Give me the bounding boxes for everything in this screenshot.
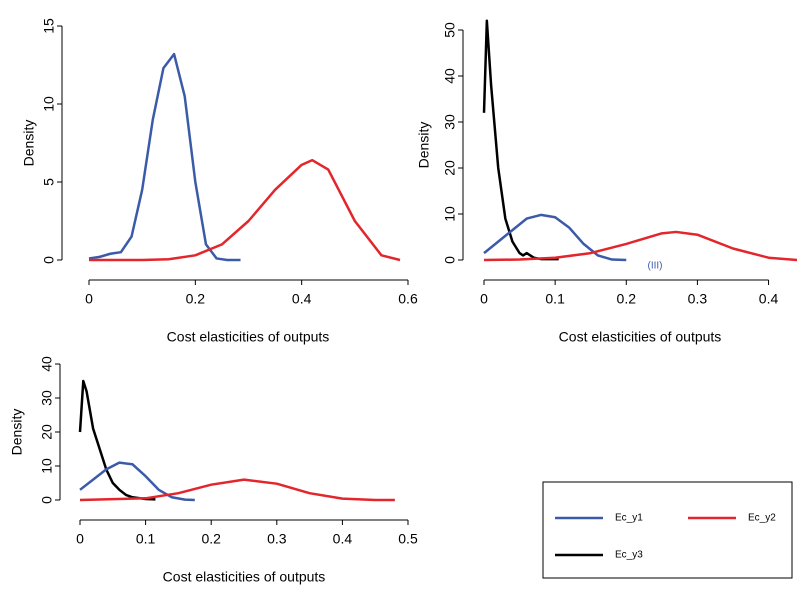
y-axis-label: Density <box>21 120 37 167</box>
x-tick-label: 0 <box>76 531 84 547</box>
x-tick-label: 0.5 <box>398 531 418 547</box>
y-tick-label: 5 <box>41 178 57 186</box>
y-tick-label: 20 <box>39 424 55 440</box>
x-tick-label: 0.3 <box>267 531 287 547</box>
annotation: (III) <box>648 261 663 272</box>
x-tick-label: 0.4 <box>759 291 779 307</box>
y-tick-label: 10 <box>41 96 57 112</box>
x-tick-label: 0.4 <box>292 291 312 307</box>
density-line <box>88 52 241 262</box>
density-line <box>79 478 395 502</box>
y-tick-label: 40 <box>442 68 458 84</box>
y-tick-label: 50 <box>442 22 458 38</box>
x-axis-label: Cost elasticities of outputs <box>167 329 330 345</box>
y-tick-label: 0 <box>41 256 57 264</box>
legend-label: Ec_y3 <box>615 550 643 561</box>
x-tick-label: 0.1 <box>545 291 565 307</box>
density-line <box>483 230 798 262</box>
y-tick-label: 0 <box>442 256 458 264</box>
y-tick-label: 30 <box>39 390 55 406</box>
y-tick-label: 40 <box>39 356 55 372</box>
density-line <box>79 461 195 502</box>
x-axis-label: Cost elasticities of outputs <box>559 329 722 345</box>
x-tick-label: 0.1 <box>136 531 156 547</box>
y-axis-label: Density <box>416 122 432 169</box>
x-tick-label: 0.2 <box>617 291 637 307</box>
x-tick-label: 0 <box>480 291 488 307</box>
x-tick-label: 0.3 <box>688 291 708 307</box>
legend-label: Ec_y1 <box>615 513 643 524</box>
x-tick-label: 0.6 <box>398 291 418 307</box>
y-tick-label: 0 <box>39 496 55 504</box>
y-axis-label: Density <box>9 409 25 456</box>
y-tick-label: 10 <box>39 458 55 474</box>
y-tick-label: 10 <box>442 206 458 222</box>
x-axis-label: Cost elasticities of outputs <box>163 569 326 585</box>
y-tick-label: 15 <box>41 18 57 34</box>
legend-label: Ec_y2 <box>748 513 776 524</box>
legend-box <box>542 481 793 579</box>
x-tick-label: 0.2 <box>201 531 221 547</box>
x-tick-label: 0.2 <box>186 291 206 307</box>
y-tick-label: 20 <box>442 160 458 176</box>
density-line <box>89 158 401 262</box>
x-tick-label: 0.4 <box>333 531 353 547</box>
x-tick-label: 0 <box>85 291 93 307</box>
density-line <box>483 213 627 262</box>
y-tick-label: 30 <box>442 114 458 130</box>
